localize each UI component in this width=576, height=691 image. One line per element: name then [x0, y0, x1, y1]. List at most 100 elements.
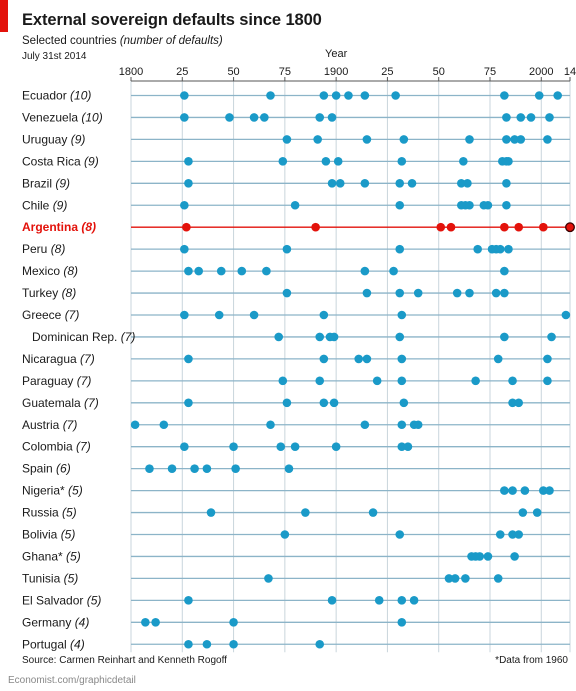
- default-point: [290, 200, 300, 210]
- default-point: [389, 266, 398, 276]
- default-point: [184, 266, 193, 276]
- default-point: [229, 618, 238, 627]
- default-point: [399, 135, 409, 144]
- default-point: [290, 442, 300, 452]
- default-point: [397, 596, 407, 605]
- row-label: Turkey (8): [22, 286, 76, 300]
- default-point: [504, 244, 513, 254]
- default-point: [130, 420, 140, 430]
- default-point: [360, 266, 370, 276]
- default-point: [278, 157, 288, 166]
- default-point: [264, 574, 273, 583]
- default-point: [446, 222, 456, 232]
- default-point: [500, 266, 509, 276]
- row-label: Russia (5): [22, 506, 77, 520]
- default-point: [409, 596, 419, 605]
- default-point: [495, 530, 505, 539]
- default-point: [565, 222, 575, 233]
- row-label: Guatemala (7): [22, 396, 99, 410]
- default-point: [237, 266, 247, 276]
- default-point: [311, 222, 320, 232]
- default-point: [319, 354, 329, 364]
- default-point: [167, 464, 177, 473]
- default-point: [260, 113, 269, 122]
- default-point: [516, 135, 526, 144]
- default-point: [508, 398, 517, 408]
- default-point: [395, 288, 405, 298]
- default-point: [360, 420, 370, 430]
- default-point: [229, 639, 238, 649]
- default-point: [413, 288, 423, 298]
- row-label: Greece (7): [22, 308, 79, 322]
- row-label: Spain (6): [22, 462, 71, 476]
- default-point: [495, 244, 505, 254]
- default-point: [282, 288, 292, 298]
- default-point: [502, 179, 511, 188]
- x-tick-label: 14: [564, 66, 576, 78]
- default-point: [231, 464, 240, 473]
- chart-subtitle: Selected countries (number of defaults): [22, 35, 223, 47]
- default-point: [184, 596, 193, 605]
- default-point: [151, 618, 160, 627]
- default-point: [514, 222, 524, 232]
- default-point: [184, 354, 193, 364]
- subtitle-text: Selected countries: [22, 35, 117, 47]
- default-point: [180, 310, 189, 320]
- default-point: [397, 618, 407, 627]
- default-point: [553, 91, 562, 100]
- default-point: [461, 574, 470, 583]
- default-point: [518, 508, 528, 517]
- default-point: [397, 420, 407, 430]
- default-point: [202, 464, 212, 473]
- default-point: [282, 398, 292, 408]
- default-point: [180, 200, 189, 210]
- row-label: Germany (4): [22, 615, 89, 629]
- default-point: [249, 113, 259, 122]
- default-point: [514, 530, 524, 539]
- chart-title: External sovereign defaults since 1800: [22, 11, 322, 29]
- default-point: [483, 552, 493, 561]
- source-note: Source: Carmen Reinhart and Kenneth Rogo…: [22, 655, 227, 666]
- default-point: [397, 354, 407, 364]
- row-label: Peru (8): [22, 242, 65, 256]
- default-point: [315, 639, 325, 649]
- default-point: [543, 135, 552, 144]
- row-label: Bolivia (5): [22, 528, 75, 542]
- default-point: [491, 288, 501, 298]
- default-point: [463, 179, 472, 188]
- default-point: [159, 420, 169, 430]
- default-point: [407, 179, 417, 188]
- default-point: [504, 157, 513, 166]
- subtitle-unit: (number of defaults): [119, 35, 223, 47]
- default-point: [403, 442, 413, 452]
- default-point: [545, 113, 554, 122]
- default-point: [452, 288, 462, 298]
- default-point: [282, 135, 292, 144]
- x-tick-label: 75: [484, 66, 496, 78]
- default-point: [397, 376, 407, 386]
- default-point: [190, 464, 199, 473]
- default-point: [475, 552, 485, 561]
- default-point: [534, 91, 544, 100]
- default-point: [397, 157, 407, 166]
- x-axis-title: Year: [325, 48, 348, 60]
- default-point: [456, 179, 466, 188]
- default-point: [450, 574, 460, 583]
- default-point: [315, 113, 325, 122]
- default-point: [145, 464, 154, 473]
- default-point: [278, 376, 288, 386]
- default-point: [397, 310, 407, 320]
- default-point: [459, 157, 468, 166]
- default-point: [395, 530, 405, 539]
- default-point: [360, 91, 370, 100]
- default-point: [184, 157, 193, 166]
- default-point: [266, 420, 275, 430]
- default-point: [493, 574, 503, 583]
- x-tick-label: 50: [227, 66, 239, 78]
- publish-date: July 31st 2014: [22, 51, 87, 62]
- row-label: Argentina (8): [22, 220, 96, 234]
- default-point: [500, 332, 509, 342]
- default-point: [249, 310, 259, 320]
- default-point: [360, 179, 370, 188]
- default-point: [545, 486, 554, 495]
